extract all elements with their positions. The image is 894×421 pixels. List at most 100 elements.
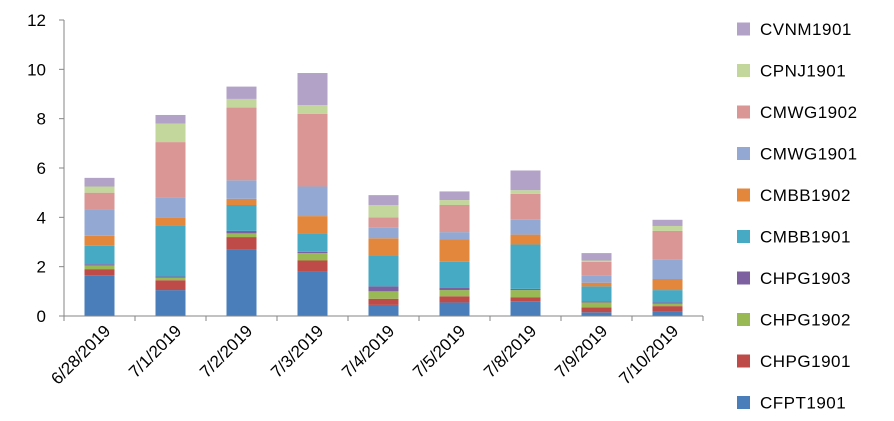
legend-item-cmbb1901: CMBB1901 xyxy=(737,228,851,247)
x-tick-label: 7/8/2019 xyxy=(480,321,540,381)
y-tick-label: 10 xyxy=(27,60,46,79)
bar-segment-cmbb1902-5 xyxy=(439,239,470,262)
bar-segment-cmwg1902-8 xyxy=(652,230,683,260)
bar-segment-chpg1903-0 xyxy=(84,264,115,266)
legend-item-cpnj1901: CPNJ1901 xyxy=(737,62,846,81)
bar-segment-chpg1903-2 xyxy=(226,230,257,234)
bar-segment-chpg1901-6 xyxy=(510,297,541,302)
bar-segment-cmbb1901-2 xyxy=(226,205,257,231)
legend-swatch xyxy=(737,230,750,243)
legend-item-cvnm1901: CVNM1901 xyxy=(737,20,852,39)
bar-segment-cmbb1901-4 xyxy=(368,255,399,287)
legend-item-chpg1901: CHPG1901 xyxy=(737,352,850,371)
bar-segment-cmbb1902-6 xyxy=(510,234,541,245)
bar-segment-cvnm1901-3 xyxy=(297,73,328,106)
bar-segment-cfpt1901-4 xyxy=(368,304,399,316)
bars-layer xyxy=(84,73,683,316)
bar-segment-cpnj1901-6 xyxy=(510,190,541,194)
y-tick-label: 4 xyxy=(37,208,46,227)
bar-segment-cmbb1902-8 xyxy=(652,279,683,291)
legend-swatch xyxy=(737,396,750,409)
bar-segment-cmwg1902-2 xyxy=(226,107,257,181)
bar-segment-cmbb1901-1 xyxy=(155,225,186,277)
x-tick-label: 7/3/2019 xyxy=(267,321,327,381)
x-tick-label: 6/28/2019 xyxy=(47,321,114,388)
x-tick-label: 7/5/2019 xyxy=(409,321,469,381)
bar-segment-chpg1901-2 xyxy=(226,237,257,250)
bar-segment-chpg1901-1 xyxy=(155,280,186,291)
bar-segment-cmbb1901-0 xyxy=(84,245,115,265)
legend-label: CHPG1903 xyxy=(760,269,851,288)
bar-segment-cpnj1901-3 xyxy=(297,105,328,114)
bar-segment-chpg1901-4 xyxy=(368,298,399,305)
bar-segment-cmbb1902-4 xyxy=(368,238,399,256)
legend-swatch xyxy=(737,313,750,326)
bar-segment-cpnj1901-1 xyxy=(155,123,186,143)
y-tick-label: 12 xyxy=(27,11,46,30)
bar-segment-cmwg1901-0 xyxy=(84,209,115,236)
bar-segment-cmwg1901-2 xyxy=(226,180,257,199)
x-tick-label: 7/4/2019 xyxy=(338,321,398,381)
legend-item-chpg1903: CHPG1903 xyxy=(737,269,851,288)
legend-swatch xyxy=(737,147,750,160)
bar-segment-chpg1903-3 xyxy=(297,251,328,254)
legend-swatch xyxy=(737,22,750,36)
x-tick-label: 7/10/2019 xyxy=(615,321,682,388)
legend-label: CMBB1902 xyxy=(760,186,851,205)
bar-segment-cfpt1901-8 xyxy=(652,311,683,316)
bar-segment-cmbb1901-5 xyxy=(439,261,470,288)
legend-label: CVNM1901 xyxy=(760,20,852,39)
bar-segment-cmwg1902-5 xyxy=(439,205,470,233)
bar-segment-cvnm1901-1 xyxy=(155,114,186,124)
bar-segment-chpg1902-3 xyxy=(297,253,328,261)
bar-segment-cfpt1901-0 xyxy=(84,275,115,316)
bar-segment-cmwg1902-0 xyxy=(84,192,115,210)
y-tick-label: 2 xyxy=(37,258,46,277)
bar-segment-chpg1902-4 xyxy=(368,291,399,299)
bar-segment-cfpt1901-5 xyxy=(439,302,470,316)
bar-segment-cpnj1901-7 xyxy=(581,260,612,262)
bar-segment-cpnj1901-8 xyxy=(652,225,683,231)
bar-segment-cmwg1901-6 xyxy=(510,219,541,235)
bar-segment-chpg1902-8 xyxy=(652,303,683,307)
bar-segment-chpg1902-6 xyxy=(510,290,541,298)
bar-segment-chpg1903-7 xyxy=(581,301,612,303)
axes-layer: 0 2 4 6 8 10 12 6/28/2019 7/1/2019 7/2/2019 7/3/20… xyxy=(27,11,704,388)
legend-label: CMWG1902 xyxy=(760,103,858,122)
bar-segment-chpg1901-7 xyxy=(581,307,612,313)
legend-label: CMBB1901 xyxy=(760,228,851,247)
bar-segment-chpg1903-6 xyxy=(510,288,541,291)
bar-segment-cmbb1902-2 xyxy=(226,198,257,205)
bar-segment-cmwg1902-3 xyxy=(297,113,328,187)
y-tick-label: 6 xyxy=(37,159,46,178)
legend-swatch xyxy=(737,64,750,77)
bar-segment-chpg1901-0 xyxy=(84,269,115,276)
bar-segment-cmbb1901-7 xyxy=(581,286,612,302)
bar-segment-cmwg1901-3 xyxy=(297,186,328,217)
bar-segment-cmbb1902-0 xyxy=(84,235,115,246)
bar-segment-cfpt1901-1 xyxy=(155,290,186,316)
legend-swatch xyxy=(737,188,750,202)
bar-segment-cmbb1902-1 xyxy=(155,217,186,226)
x-tick-label: 7/9/2019 xyxy=(551,321,611,381)
y-tick-label: 8 xyxy=(37,110,46,129)
bar-segment-chpg1902-1 xyxy=(155,277,186,281)
bar-segment-chpg1903-8 xyxy=(652,302,683,304)
bar-segment-cfpt1901-2 xyxy=(226,249,257,316)
bar-segment-cfpt1901-3 xyxy=(297,271,328,316)
bar-segment-cmbb1902-7 xyxy=(581,282,612,287)
bar-segment-chpg1902-5 xyxy=(439,290,470,297)
bar-segment-cpnj1901-4 xyxy=(368,205,399,218)
x-tick-label: 7/2/2019 xyxy=(196,321,256,381)
bar-segment-cfpt1901-6 xyxy=(510,301,541,316)
bar-segment-chpg1902-7 xyxy=(581,302,612,308)
legend-swatch xyxy=(737,271,750,285)
bar-segment-cvnm1901-0 xyxy=(84,177,115,187)
bar-segment-cvnm1901-7 xyxy=(581,253,612,261)
bar-segment-cfpt1901-7 xyxy=(581,312,612,316)
bar-segment-cpnj1901-2 xyxy=(226,98,257,108)
bar-segment-cmwg1901-7 xyxy=(581,275,612,283)
bar-segment-cmwg1902-6 xyxy=(510,193,541,220)
